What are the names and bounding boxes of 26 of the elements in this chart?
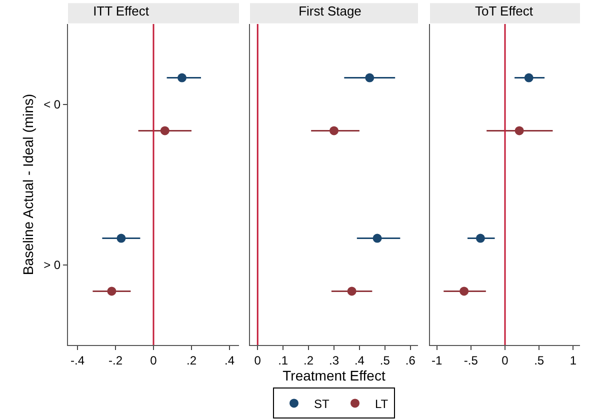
- x-tick-label: 0: [254, 353, 262, 368]
- legend-label: LT: [375, 396, 389, 411]
- x-tick-label: -.5: [464, 353, 478, 368]
- chart-title: ToT Effect: [474, 3, 534, 18]
- chart-title: ITT Effect: [93, 3, 150, 18]
- x-tick-label: -.2: [108, 353, 123, 368]
- x-tick-label: .6: [405, 353, 416, 368]
- x-tick-label: 1: [570, 353, 577, 368]
- x-tick-label: .2: [186, 353, 197, 368]
- y-tick-label: > 0: [44, 258, 61, 272]
- x-axis-title: Treatment Effect: [282, 367, 386, 384]
- x-tick-label: .1: [278, 353, 288, 368]
- x-tick-label: .2: [304, 353, 314, 368]
- x-tick-label: .3: [328, 353, 340, 368]
- x-tick-label: -.4: [70, 353, 85, 368]
- x-tick-label: .5: [534, 353, 544, 368]
- x-tick-label: 0: [150, 353, 158, 368]
- x-tick-label: -1: [431, 353, 442, 368]
- x-tick-label: 0: [502, 353, 509, 368]
- y-tick-label: < 0: [44, 97, 61, 112]
- x-tick-label: .4: [224, 353, 235, 368]
- x-tick-label: .5: [380, 353, 390, 368]
- legend-label: ST: [314, 396, 330, 411]
- x-tick-label: .4: [354, 353, 365, 368]
- chart-title: First Stage: [298, 3, 362, 18]
- y-axis-title: Baseline Actual - Ideal (mins): [20, 94, 36, 276]
